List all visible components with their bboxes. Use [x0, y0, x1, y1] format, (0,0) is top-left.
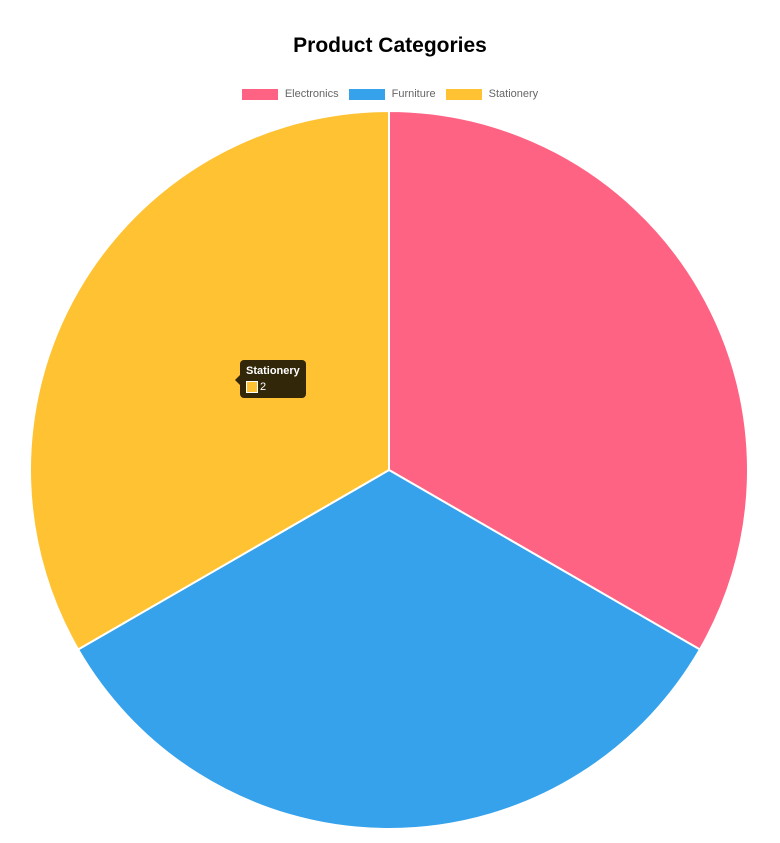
chart-legend: Electronics Furniture Stationery [0, 88, 780, 100]
tooltip-title: Stationery [246, 365, 300, 377]
legend-swatch-electronics [241, 88, 278, 100]
legend-item-stationery[interactable]: Stationery [445, 88, 539, 100]
pie-slice-stationery[interactable] [29, 109, 390, 651]
pie-slice-electronics[interactable] [388, 109, 749, 651]
legend-swatch-furniture [348, 88, 385, 100]
chart-title: Product Categories [293, 34, 487, 57]
tooltip-swatch [246, 381, 258, 393]
legend-item-furniture[interactable]: Furniture [348, 88, 436, 100]
legend-label-stationery: Stationery [488, 88, 539, 100]
legend-item-electronics[interactable]: Electronics [241, 88, 339, 100]
tooltip-value: 2 [260, 381, 267, 393]
pie-slice-furniture[interactable] [76, 468, 702, 830]
legend-label-electronics: Electronics [284, 88, 339, 100]
legend-swatch-stationery [445, 88, 482, 100]
chart-tooltip: Stationery 2 [235, 360, 306, 398]
legend-label-furniture: Furniture [391, 88, 436, 100]
